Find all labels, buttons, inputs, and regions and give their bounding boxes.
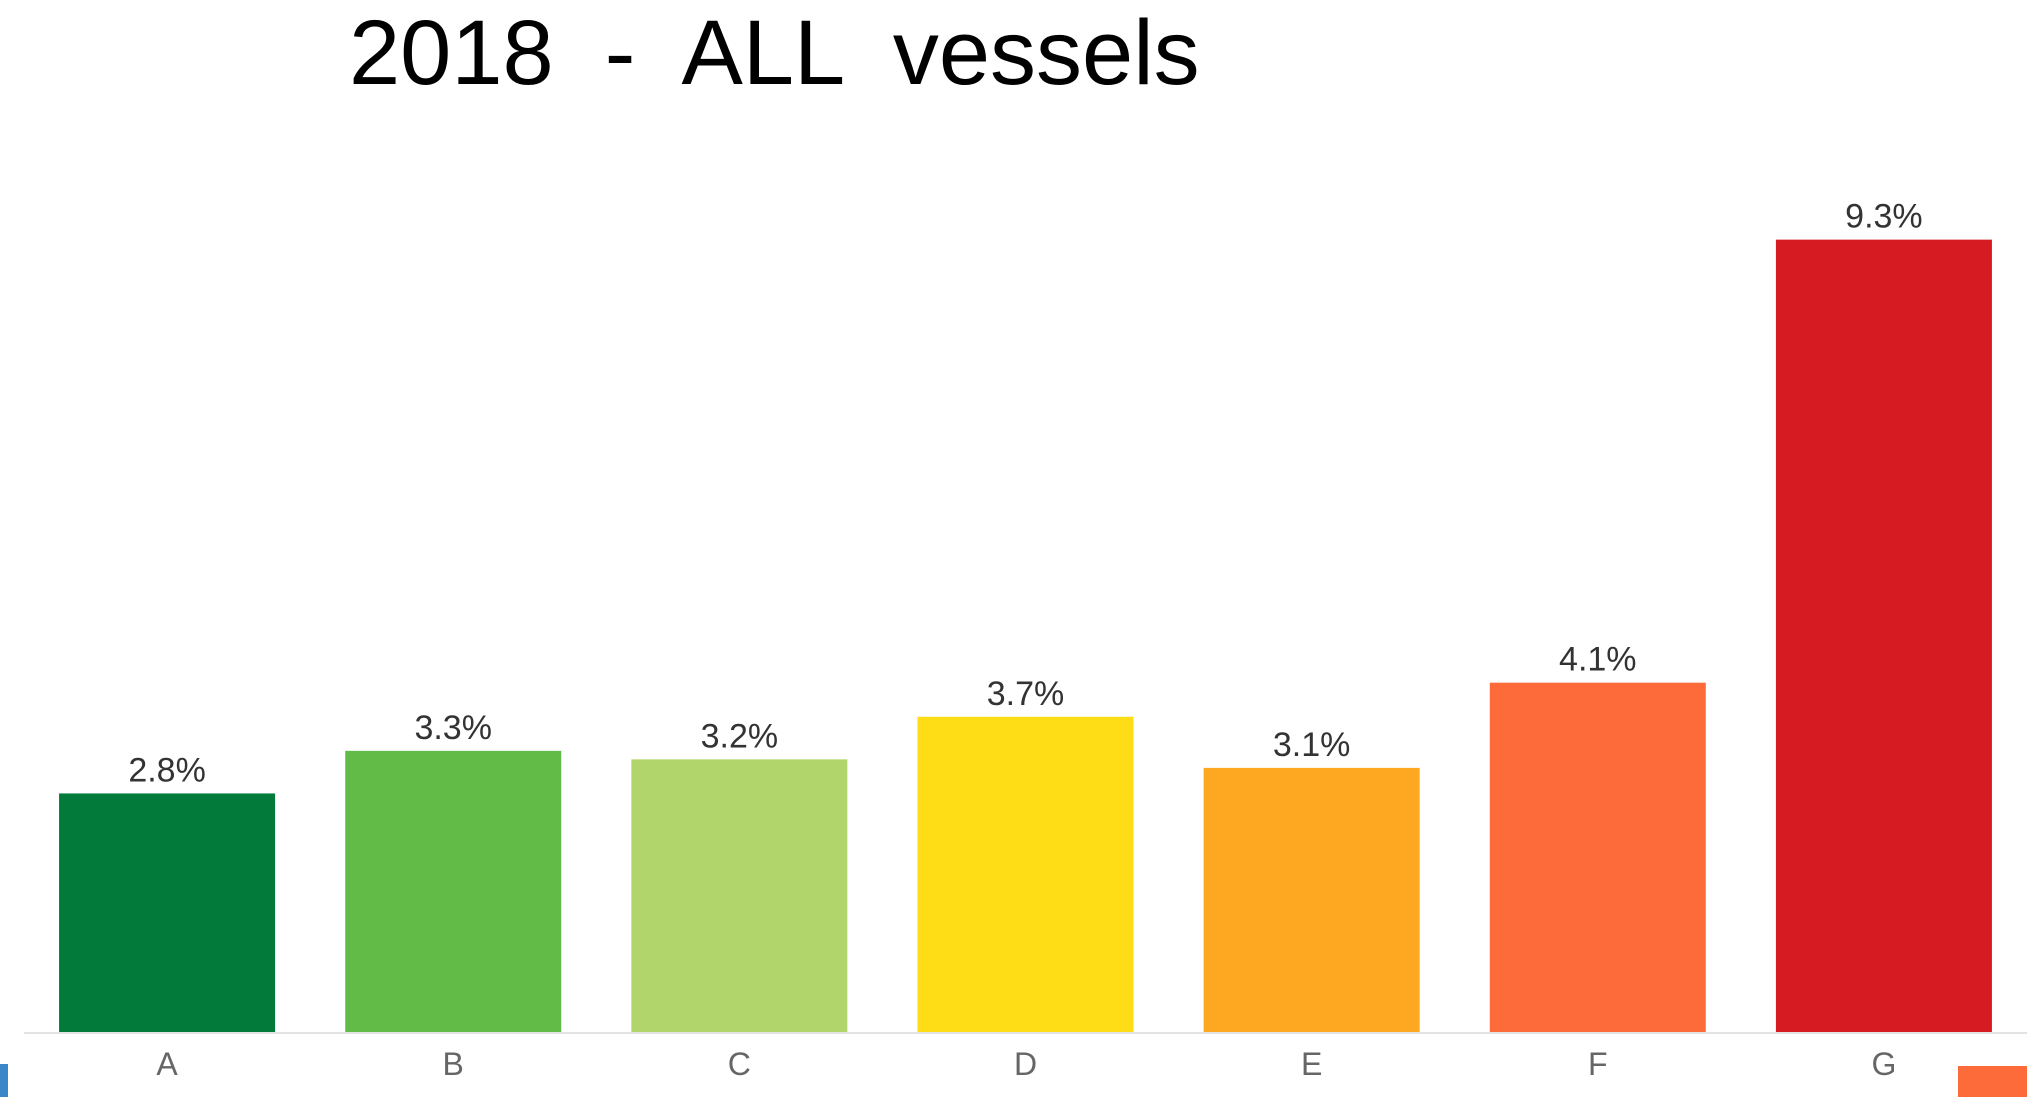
x-tick-label: C [728, 1046, 751, 1082]
x-tick-label: D [1014, 1046, 1037, 1082]
bar [917, 716, 1134, 1032]
x-tick-label: F [1588, 1046, 1608, 1082]
corner-decoration [1958, 1066, 2027, 1097]
x-tick-label: B [443, 1046, 464, 1082]
value-label: 3.3% [414, 709, 492, 747]
value-label: 4.1% [1559, 641, 1637, 679]
x-tick-label: G [1871, 1046, 1896, 1082]
value-label: 3.2% [701, 717, 779, 755]
bar [1203, 767, 1420, 1032]
bar [631, 759, 848, 1032]
x-tick-label: A [156, 1046, 178, 1082]
bar [59, 793, 276, 1032]
chart-title: 2018 - ALL vessels [349, 2, 1200, 104]
bar [345, 750, 562, 1032]
value-label: 9.3% [1845, 198, 1923, 236]
value-label: 3.7% [987, 675, 1065, 713]
corner-decoration [0, 1064, 8, 1097]
x-tick-label: E [1301, 1046, 1322, 1082]
value-label: 2.8% [128, 751, 206, 789]
value-label: 3.1% [1273, 726, 1351, 764]
bar [1775, 239, 1992, 1032]
bar [1489, 682, 1706, 1032]
